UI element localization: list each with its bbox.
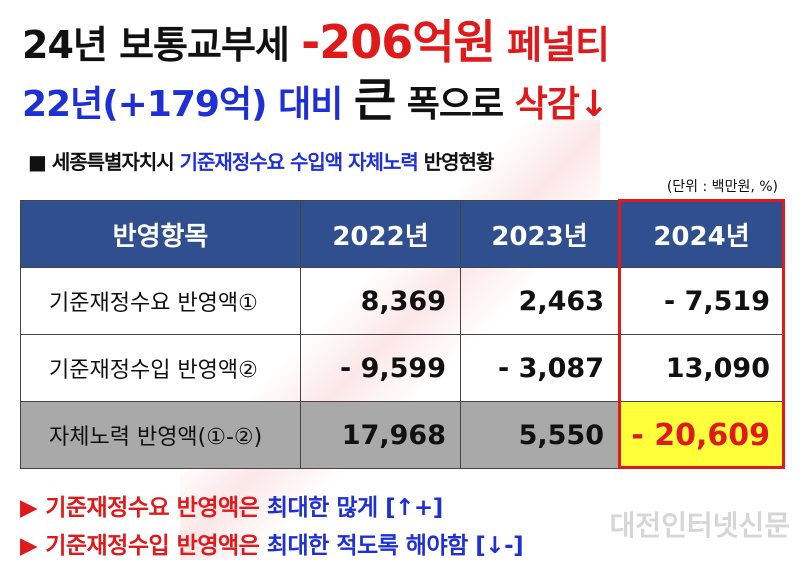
triangle-marker-icon: ▶ bbox=[20, 495, 38, 521]
row-label: 자체노력 반영액(①-②) bbox=[20, 401, 301, 469]
note-1: ▶ 기준재정수요 반영액은 최대한 많게 [↑+] bbox=[20, 488, 443, 522]
note-text: 기준재정수요 반영액은 bbox=[45, 495, 267, 521]
cell: 2,463 bbox=[460, 267, 619, 335]
watermark-logo: 대전인터넷신문 bbox=[609, 509, 790, 542]
headline-penalty: 페널티 bbox=[494, 23, 610, 67]
headline-big: 큰 bbox=[353, 73, 396, 127]
headline-line-2: 22년(+179억) 대비 큰 폭으로 삭감↓ bbox=[22, 64, 609, 130]
headline-width: 폭 bbox=[395, 84, 440, 125]
header-cell: 2022년 bbox=[300, 200, 461, 268]
row-label: 기준재정수요 반영액① bbox=[20, 267, 301, 335]
headline-particle: 으로 bbox=[438, 84, 515, 125]
cell: 17,968 bbox=[300, 401, 461, 469]
highlight-cell: - 20,609 bbox=[618, 401, 785, 469]
cell: - 7,519 bbox=[618, 267, 785, 335]
section-title-c: 반영현황 bbox=[417, 150, 495, 174]
section-title-b: 기준재정수요 수입액 자체노력 bbox=[179, 150, 419, 174]
cell: - 3,087 bbox=[460, 334, 619, 402]
table-row: 기준재정수요 반영액① 8,369 2,463 - 7,519 bbox=[20, 267, 785, 335]
headline-compare: 22년(+179억) 대비 bbox=[22, 84, 354, 125]
headline-line-1: 24년 보통교부세 -206억원 페널티 bbox=[22, 6, 610, 72]
cell: 13,090 bbox=[618, 334, 785, 402]
headline-cut: 삭감↓ bbox=[514, 84, 609, 125]
cell: 5,550 bbox=[460, 401, 619, 469]
table-row-total: 자체노력 반영액(①-②) 17,968 5,550 - 20,609 bbox=[20, 401, 785, 469]
row-label: 기준재정수입 반영액② bbox=[20, 334, 301, 402]
cell: 8,369 bbox=[300, 267, 461, 335]
header-cell: 2024년 bbox=[618, 200, 785, 268]
triangle-marker-icon: ▶ bbox=[20, 533, 38, 559]
note-emphasis: 최대한 적도록 해야함 [↓-] bbox=[266, 533, 524, 559]
table-header: 반영항목 2022년 2023년 2024년 bbox=[20, 200, 785, 268]
section-title: ■ 세종특별자치시 기준재정수요 수입액 자체노력 반영현황 bbox=[28, 146, 495, 175]
headline-text: 24년 보통교부세 bbox=[22, 23, 302, 67]
data-table: 반영항목 2022년 2023년 2024년 기준재정수요 반영액① 8,369… bbox=[20, 200, 785, 469]
unit-label: (단위 : 백만원, %) bbox=[666, 179, 778, 195]
note-2: ▶ 기준재정수입 반영액은 최대한 적도록 해야함 [↓-] bbox=[20, 526, 524, 560]
cell: - 9,599 bbox=[300, 334, 461, 402]
note-emphasis: 최대한 많게 [↑+] bbox=[266, 495, 443, 521]
section-title-a: ■ 세종특별자치시 bbox=[28, 150, 180, 174]
headline-amount: -206억원 bbox=[301, 15, 496, 69]
table-row: 기준재정수입 반영액② - 9,599 - 3,087 13,090 bbox=[20, 334, 785, 402]
header-cell: 반영항목 bbox=[20, 200, 301, 268]
note-text: 기준재정수입 반영액은 bbox=[45, 533, 267, 559]
header-cell: 2023년 bbox=[460, 200, 619, 268]
